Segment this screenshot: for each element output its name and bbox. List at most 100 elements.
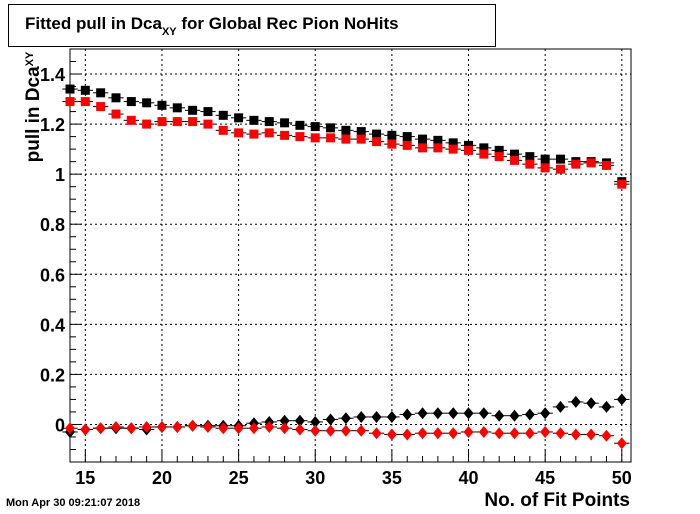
data-point-square xyxy=(264,128,274,138)
data-point-diamond xyxy=(616,437,627,450)
data-point-diamond xyxy=(310,415,321,428)
data-point-square xyxy=(525,152,535,162)
y-tick-label: 0.4 xyxy=(40,315,65,335)
y-tick-label: 1.4 xyxy=(40,65,65,85)
data-point-square xyxy=(218,125,228,135)
data-point-diamond xyxy=(509,409,520,422)
chart-title: Fitted pull in DcaXY for Global Rec Pion… xyxy=(25,14,399,38)
series-3 xyxy=(62,419,630,450)
title-subscript: XY xyxy=(161,26,177,38)
data-point-square xyxy=(157,117,167,127)
data-point-diamond xyxy=(325,413,336,426)
data-point-diamond xyxy=(478,407,489,420)
data-point-square xyxy=(295,132,305,142)
data-point-square xyxy=(555,164,565,174)
data-point-diamond xyxy=(509,427,520,440)
data-point-square xyxy=(494,152,504,162)
data-point-diamond xyxy=(356,410,367,423)
data-point-square xyxy=(418,134,428,144)
grid-lines xyxy=(70,49,631,462)
data-point-diamond xyxy=(340,424,351,437)
data-point-square xyxy=(157,100,167,110)
y-axis-label: pull in DcaXY xyxy=(23,27,45,187)
data-point-square xyxy=(126,97,136,107)
data-point-diamond xyxy=(601,400,612,413)
data-point-square xyxy=(433,143,443,153)
timestamp: Mon Apr 30 09:21:07 2018 xyxy=(6,497,141,509)
data-point-square xyxy=(479,149,489,159)
data-point-diamond xyxy=(187,419,198,432)
data-point-diamond xyxy=(371,427,382,440)
data-point-square xyxy=(172,103,182,113)
data-point-square xyxy=(525,159,535,169)
x-axis-label: No. of Fit Points xyxy=(484,490,630,511)
data-point-square xyxy=(96,102,106,112)
y-label-subscript: XY xyxy=(24,51,36,67)
data-point-square xyxy=(479,143,489,153)
data-point-square xyxy=(387,139,397,149)
title-main: Fitted pull in Dca xyxy=(25,14,162,33)
axes xyxy=(69,48,632,463)
data-point-square xyxy=(249,129,259,139)
y-tick-label: 1.2 xyxy=(40,115,65,135)
data-point-diamond xyxy=(570,395,581,408)
data-point-diamond xyxy=(417,427,428,440)
data-point-square xyxy=(111,93,121,103)
x-tick-label: 50 xyxy=(612,468,632,488)
data-point-square xyxy=(448,144,458,154)
data-point-square xyxy=(65,97,75,107)
data-point-square xyxy=(172,117,182,127)
data-point-square xyxy=(295,120,305,130)
data-point-square xyxy=(203,107,213,117)
data-point-square xyxy=(433,135,443,145)
data-point-diamond xyxy=(126,422,137,435)
data-point-square xyxy=(464,140,474,150)
data-point-square xyxy=(326,133,336,143)
data-point-diamond xyxy=(264,420,275,433)
data-point-square xyxy=(540,154,550,164)
data-point-diamond xyxy=(555,400,566,413)
data-point-diamond xyxy=(172,420,183,433)
data-point-square xyxy=(555,154,565,164)
y-label-main: pull in Dca xyxy=(23,66,44,163)
data-point-square xyxy=(510,149,520,159)
data-point-square xyxy=(601,160,611,170)
data-point-square xyxy=(372,137,382,147)
data-point-diamond xyxy=(448,427,459,440)
data-point-diamond xyxy=(463,407,474,420)
data-point-diamond xyxy=(555,427,566,440)
title-rest: for Global Rec Pion NoHits xyxy=(176,14,399,33)
data-point-square xyxy=(448,138,458,148)
x-tick-label: 20 xyxy=(152,468,172,488)
data-point-square xyxy=(402,140,412,150)
data-point-diamond xyxy=(110,420,121,433)
x-tick-label: 45 xyxy=(535,468,555,488)
y-tick-label: 0.2 xyxy=(40,365,65,385)
data-point-square xyxy=(418,143,428,153)
data-point-square xyxy=(218,110,228,120)
data-point-diamond xyxy=(340,412,351,425)
data-point-diamond xyxy=(478,425,489,438)
data-point-diamond xyxy=(432,427,443,440)
data-point-square xyxy=(142,98,152,108)
x-tick-label: 15 xyxy=(75,468,95,488)
data-point-diamond xyxy=(233,422,244,435)
data-point-diamond xyxy=(279,422,290,435)
data-point-diamond xyxy=(417,407,428,420)
plot-frame xyxy=(69,48,632,463)
data-point-square xyxy=(341,134,351,144)
data-point-square xyxy=(280,118,290,128)
data-point-diamond xyxy=(371,410,382,423)
data-point-diamond xyxy=(248,422,259,435)
data-point-diamond xyxy=(402,408,413,421)
data-point-square xyxy=(326,123,336,133)
data-point-square xyxy=(96,88,106,98)
data-point-square xyxy=(356,127,366,137)
data-point-square xyxy=(617,179,627,189)
data-point-diamond xyxy=(616,393,627,406)
data-markers xyxy=(62,84,630,450)
data-point-diamond xyxy=(218,422,229,435)
data-point-diamond xyxy=(586,428,597,441)
title-box: Fitted pull in DcaXY for Global Rec Pion… xyxy=(8,4,496,47)
data-point-diamond xyxy=(463,425,474,438)
